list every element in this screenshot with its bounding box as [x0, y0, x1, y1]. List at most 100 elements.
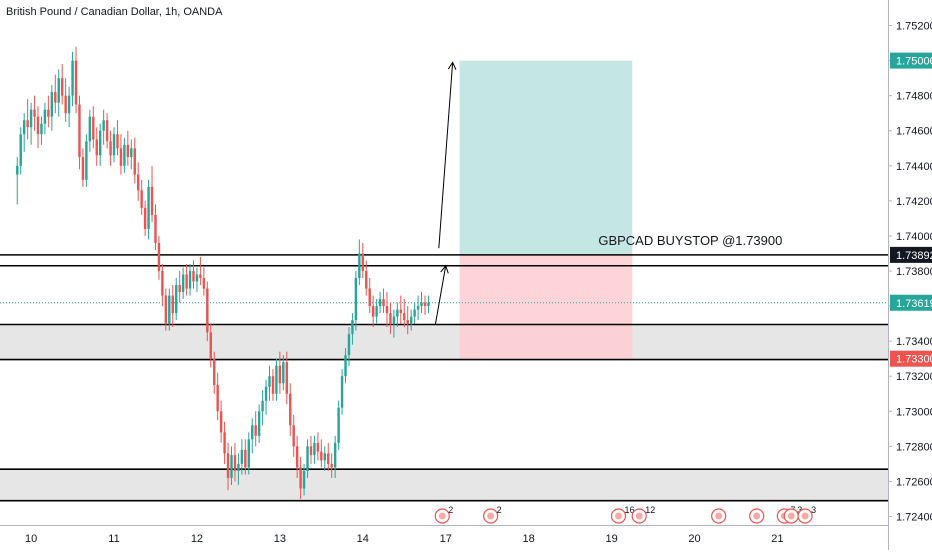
candle[interactable] — [230, 446, 233, 485]
candle[interactable] — [354, 271, 358, 331]
candle[interactable] — [216, 372, 219, 421]
candle[interactable] — [181, 267, 185, 300]
candle[interactable] — [43, 102, 47, 135]
candle[interactable] — [385, 292, 389, 328]
economic-event-icon[interactable]: 12 — [631, 505, 655, 524]
candle[interactable] — [33, 95, 36, 131]
candle[interactable] — [337, 400, 340, 450]
candle[interactable] — [320, 439, 323, 468]
candle[interactable] — [199, 256, 202, 286]
economic-event-icon[interactable]: 16 — [610, 505, 635, 524]
price-marker[interactable]: 1.73892 — [890, 246, 932, 263]
candle[interactable] — [88, 109, 92, 152]
candle[interactable] — [188, 264, 192, 296]
candle[interactable] — [137, 162, 140, 201]
candle[interactable] — [375, 299, 378, 324]
stop-loss-box[interactable] — [459, 254, 633, 359]
candle[interactable] — [413, 302, 416, 324]
candle[interactable] — [392, 309, 396, 338]
candle[interactable] — [268, 365, 271, 401]
arrow[interactable] — [434, 264, 449, 325]
candle[interactable] — [112, 127, 116, 163]
candle[interactable] — [54, 74, 57, 114]
candle[interactable] — [226, 442, 230, 491]
candle[interactable] — [361, 242, 365, 279]
price-axis[interactable] — [888, 0, 932, 550]
candle[interactable] — [237, 453, 240, 485]
candle[interactable] — [95, 127, 98, 166]
candle[interactable] — [282, 355, 285, 391]
candle[interactable] — [365, 260, 368, 296]
candle[interactable] — [71, 51, 74, 107]
candle[interactable] — [67, 86, 71, 128]
candle[interactable] — [168, 288, 171, 331]
candle[interactable] — [116, 120, 119, 156]
candle[interactable] — [109, 130, 112, 166]
economic-event-icon[interactable]: 2 — [434, 505, 453, 524]
candle[interactable] — [219, 400, 223, 443]
candle[interactable] — [140, 179, 143, 215]
candle[interactable] — [185, 264, 188, 296]
candle[interactable] — [264, 379, 268, 415]
candle[interactable] — [143, 200, 147, 236]
candle[interactable] — [123, 137, 126, 173]
candle[interactable] — [389, 302, 392, 335]
candle[interactable] — [344, 348, 347, 384]
candle[interactable] — [347, 327, 351, 366]
candle[interactable] — [423, 295, 427, 315]
candle[interactable] — [309, 435, 313, 464]
candle[interactable] — [409, 309, 413, 331]
candle[interactable] — [133, 137, 136, 184]
candle[interactable] — [295, 435, 299, 478]
candle[interactable] — [399, 295, 403, 324]
candle[interactable] — [333, 435, 337, 478]
candle[interactable] — [396, 302, 399, 328]
candle[interactable] — [406, 306, 409, 335]
candle[interactable] — [257, 404, 261, 443]
candle[interactable] — [150, 165, 154, 222]
candle[interactable] — [302, 463, 306, 496]
candle[interactable] — [206, 281, 209, 342]
candle[interactable] — [178, 271, 181, 303]
time-axis[interactable] — [0, 525, 888, 550]
candle[interactable] — [74, 46, 78, 114]
candle[interactable] — [47, 95, 50, 128]
candle[interactable] — [64, 78, 67, 122]
sr-zone[interactable] — [0, 469, 888, 501]
profit-target-box[interactable] — [459, 60, 633, 255]
candle[interactable] — [247, 432, 250, 475]
candle[interactable] — [299, 456, 302, 499]
candle[interactable] — [323, 446, 327, 471]
candle[interactable] — [164, 288, 168, 331]
economic-event-icon[interactable]: 3 — [797, 505, 816, 524]
candle[interactable] — [330, 453, 333, 478]
candle[interactable] — [202, 267, 206, 296]
candle[interactable] — [16, 157, 19, 205]
candle[interactable] — [223, 421, 226, 464]
price-marker[interactable]: 1.73619 — [890, 294, 932, 311]
candle[interactable] — [240, 439, 244, 475]
candle[interactable] — [371, 295, 375, 328]
candle[interactable] — [22, 113, 26, 152]
candle[interactable] — [175, 278, 178, 321]
economic-event-icon[interactable]: 2 — [483, 505, 502, 524]
candle[interactable] — [26, 99, 29, 140]
candle[interactable] — [278, 351, 282, 394]
candle[interactable] — [289, 383, 292, 436]
candle[interactable] — [416, 295, 420, 321]
price-marker[interactable]: 1.75000 — [890, 52, 932, 69]
candle[interactable] — [85, 134, 88, 187]
candle[interactable] — [271, 369, 275, 401]
candle[interactable] — [130, 139, 133, 170]
candle[interactable] — [161, 264, 164, 307]
candle[interactable] — [126, 130, 130, 166]
price-marker[interactable]: 1.73300 — [890, 350, 932, 367]
candle[interactable] — [275, 358, 278, 401]
candle[interactable] — [351, 313, 354, 345]
candle[interactable] — [147, 179, 150, 240]
candle[interactable] — [78, 95, 81, 170]
buystop-annotation[interactable]: GBPCAD BUYSTOP @1.73900 — [598, 233, 782, 248]
candle[interactable] — [358, 239, 361, 286]
candle[interactable] — [378, 292, 382, 314]
